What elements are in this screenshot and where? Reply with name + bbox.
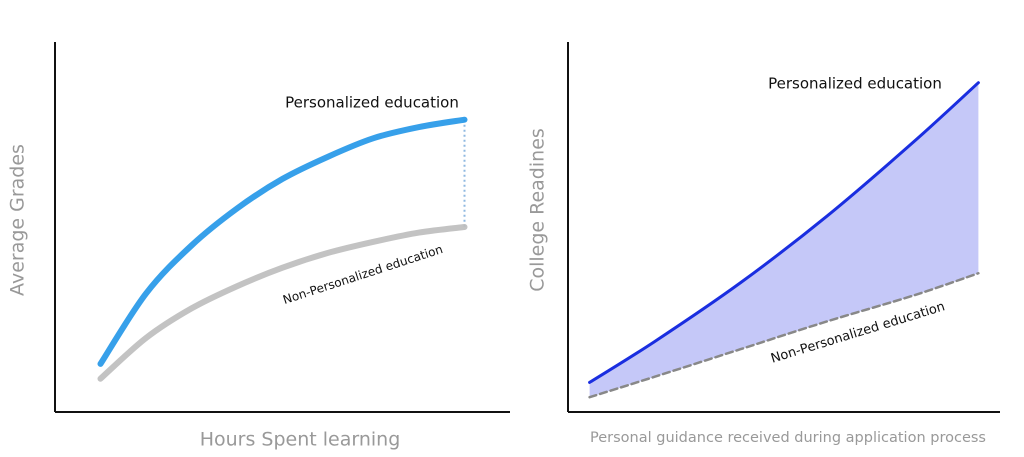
series-label: Non-Personalized education	[281, 242, 444, 307]
series-label: Personalized education	[768, 75, 942, 93]
y-axis-label: Average Grades	[7, 144, 29, 296]
series-line	[97, 224, 468, 382]
series-line	[588, 81, 980, 384]
x-axis-label: Hours Spent learning	[200, 429, 401, 451]
y-axis-label: College Readines	[527, 128, 549, 292]
series-line	[97, 116, 468, 367]
series-label: Personalized education	[285, 94, 459, 112]
series-line	[588, 272, 980, 399]
x-axis-label: Personal guidance received during applic…	[590, 430, 986, 446]
